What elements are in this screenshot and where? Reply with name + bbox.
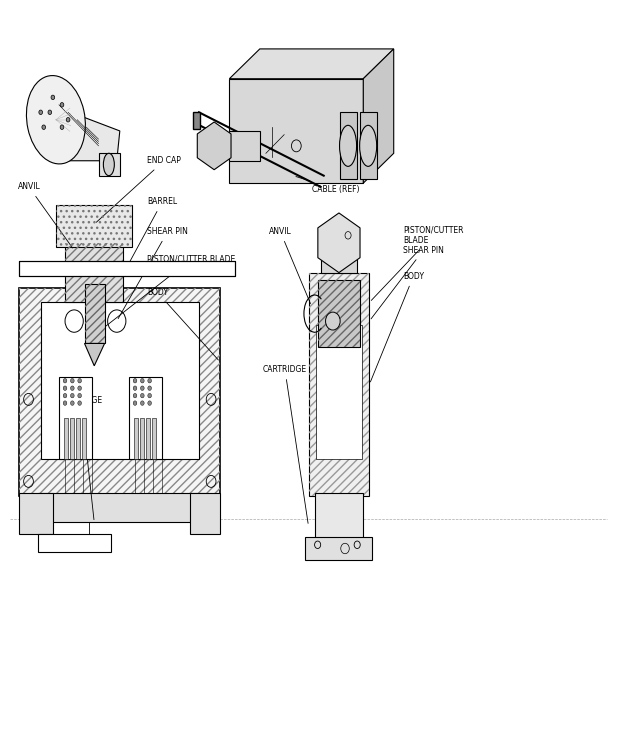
Circle shape xyxy=(148,386,151,391)
Bar xyxy=(76,418,80,459)
Ellipse shape xyxy=(360,125,376,167)
Circle shape xyxy=(48,110,52,115)
Circle shape xyxy=(78,386,81,391)
Polygon shape xyxy=(230,78,363,183)
Polygon shape xyxy=(318,213,360,273)
Circle shape xyxy=(66,118,70,122)
Circle shape xyxy=(148,401,151,406)
Bar xyxy=(65,243,123,302)
Text: BODY: BODY xyxy=(370,272,424,382)
Circle shape xyxy=(78,401,81,406)
Bar xyxy=(190,492,220,534)
Bar xyxy=(146,418,151,459)
Text: CARTRIDGE: CARTRIDGE xyxy=(59,397,103,520)
Circle shape xyxy=(70,394,74,398)
Ellipse shape xyxy=(339,125,357,167)
Text: PISTON/CUTTER
BLADE: PISTON/CUTTER BLADE xyxy=(371,225,463,300)
Bar xyxy=(308,273,370,496)
Text: BARREL: BARREL xyxy=(127,198,177,266)
Ellipse shape xyxy=(104,153,114,176)
Circle shape xyxy=(148,379,151,383)
Bar xyxy=(85,284,105,343)
Circle shape xyxy=(60,125,64,130)
Circle shape xyxy=(70,386,74,391)
Bar xyxy=(59,377,93,459)
Polygon shape xyxy=(230,131,260,161)
Bar xyxy=(41,302,199,459)
Text: SHEAR PIN: SHEAR PIN xyxy=(118,227,188,319)
Circle shape xyxy=(70,401,74,406)
Bar xyxy=(65,243,123,302)
Circle shape xyxy=(133,394,137,398)
Circle shape xyxy=(133,401,137,406)
Bar xyxy=(70,418,74,459)
Bar xyxy=(315,492,363,541)
Bar xyxy=(38,492,205,523)
Polygon shape xyxy=(99,153,120,176)
Bar xyxy=(318,280,360,347)
Text: SHEAR PIN: SHEAR PIN xyxy=(371,246,444,319)
Bar xyxy=(19,262,236,276)
Bar xyxy=(56,206,132,247)
Text: PISTON/CUTTER BLADE: PISTON/CUTTER BLADE xyxy=(105,255,236,326)
Circle shape xyxy=(78,394,81,398)
Bar xyxy=(152,418,156,459)
Circle shape xyxy=(70,379,74,383)
Text: CARTRIDGE: CARTRIDGE xyxy=(263,365,308,523)
Bar xyxy=(64,418,68,459)
Circle shape xyxy=(141,379,144,383)
Circle shape xyxy=(148,394,151,398)
Polygon shape xyxy=(85,343,105,366)
Circle shape xyxy=(39,110,43,115)
Text: ANVIL: ANVIL xyxy=(17,182,73,248)
Bar xyxy=(82,418,86,459)
Circle shape xyxy=(63,394,67,398)
Circle shape xyxy=(63,386,67,391)
Bar xyxy=(134,418,138,459)
Text: CABLE (REF): CABLE (REF) xyxy=(296,176,359,194)
Polygon shape xyxy=(363,49,394,183)
Circle shape xyxy=(63,401,67,406)
Polygon shape xyxy=(197,122,231,170)
Bar xyxy=(316,325,362,459)
Bar xyxy=(193,112,200,129)
Bar xyxy=(56,206,132,247)
Circle shape xyxy=(42,125,46,130)
Circle shape xyxy=(326,312,340,330)
Bar xyxy=(129,377,162,459)
Bar xyxy=(308,273,370,496)
Circle shape xyxy=(141,394,144,398)
Polygon shape xyxy=(31,97,120,161)
Bar xyxy=(321,258,357,273)
Circle shape xyxy=(141,401,144,406)
Text: ANVIL: ANVIL xyxy=(269,227,310,304)
Bar xyxy=(140,418,144,459)
Text: BODY: BODY xyxy=(147,288,218,360)
Circle shape xyxy=(133,386,137,391)
Bar xyxy=(19,287,220,496)
Bar xyxy=(339,112,357,179)
Bar xyxy=(85,284,105,343)
Circle shape xyxy=(51,95,55,100)
Circle shape xyxy=(141,386,144,391)
Bar xyxy=(360,112,376,179)
Bar xyxy=(318,280,360,347)
Circle shape xyxy=(60,103,64,107)
Circle shape xyxy=(63,379,67,383)
Bar xyxy=(19,262,236,276)
Bar xyxy=(305,538,373,559)
Ellipse shape xyxy=(216,131,225,161)
Polygon shape xyxy=(230,49,394,78)
Ellipse shape xyxy=(27,75,85,164)
Circle shape xyxy=(78,379,81,383)
Bar xyxy=(19,492,53,534)
Bar xyxy=(19,287,220,496)
Bar xyxy=(38,534,110,552)
Circle shape xyxy=(133,379,137,383)
Text: END CAP: END CAP xyxy=(96,156,181,222)
